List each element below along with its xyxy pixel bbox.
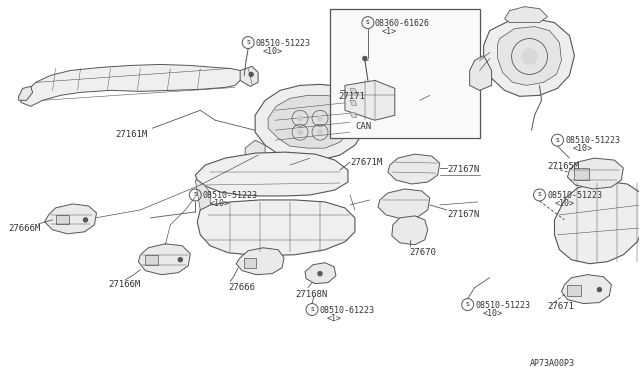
Text: 27171: 27171 [338,92,365,101]
Polygon shape [484,19,575,96]
Text: 08510-61223: 08510-61223 [320,305,375,315]
Polygon shape [245,140,265,165]
Text: <10>: <10> [262,46,282,55]
Polygon shape [498,26,561,86]
Text: 08510-51223: 08510-51223 [476,301,531,310]
Text: S: S [556,138,559,143]
Polygon shape [19,86,33,100]
Polygon shape [350,112,357,117]
Text: 08510-51223: 08510-51223 [566,136,620,145]
Polygon shape [305,263,336,283]
Bar [330,9,479,138]
Text: <10>: <10> [572,144,593,153]
Polygon shape [195,180,210,210]
Polygon shape [504,7,547,23]
Text: 27161M: 27161M [115,130,148,139]
Polygon shape [145,255,158,265]
Text: S: S [466,302,470,307]
Polygon shape [197,200,355,256]
Polygon shape [568,285,581,296]
Circle shape [297,129,303,135]
Text: <10>: <10> [483,308,502,318]
Circle shape [363,57,367,61]
Polygon shape [56,215,68,224]
Text: 27168N: 27168N [295,290,327,299]
Text: 27670: 27670 [410,248,436,257]
Circle shape [317,129,323,135]
Circle shape [522,48,538,64]
Circle shape [179,258,182,262]
Text: 27671M: 27671M [350,158,382,167]
Text: AP73A00P3: AP73A00P3 [529,359,575,368]
Text: 27666M: 27666M [9,224,41,233]
Text: <1>: <1> [382,26,397,36]
Text: 08510-51223: 08510-51223 [202,191,257,200]
Polygon shape [240,67,258,86]
Polygon shape [350,89,357,93]
Text: <1>: <1> [327,314,342,323]
Polygon shape [470,55,492,90]
Text: 27666: 27666 [228,283,255,292]
Polygon shape [388,154,440,184]
Circle shape [297,115,303,121]
Polygon shape [138,244,190,275]
Polygon shape [345,80,395,120]
Text: <10>: <10> [554,199,575,208]
Text: S: S [366,20,370,25]
Text: 27671: 27671 [547,302,574,311]
Text: CAN: CAN [355,122,371,131]
Polygon shape [268,95,352,148]
Text: 27165M: 27165M [547,162,580,171]
Text: <10>: <10> [209,199,229,208]
Polygon shape [561,275,611,304]
Text: 08360-61626: 08360-61626 [375,19,430,28]
Polygon shape [575,168,589,180]
Polygon shape [378,189,430,219]
Text: S: S [310,307,314,312]
Text: 08510-51223: 08510-51223 [255,39,310,48]
Text: S: S [193,192,197,198]
Polygon shape [554,182,640,264]
Polygon shape [350,100,357,105]
Polygon shape [255,84,368,160]
Polygon shape [45,204,97,234]
Circle shape [318,272,322,276]
Polygon shape [236,248,284,275]
Text: 27167N: 27167N [448,165,480,174]
Polygon shape [244,258,256,268]
Text: S: S [246,40,250,45]
Polygon shape [195,152,348,196]
Circle shape [249,73,253,76]
Text: 08510-51223: 08510-51223 [547,191,602,200]
Polygon shape [568,158,623,189]
Circle shape [317,115,323,121]
Polygon shape [392,216,428,245]
Polygon shape [20,64,245,106]
Text: 27166M: 27166M [108,280,141,289]
Text: S: S [538,192,541,198]
Circle shape [83,218,88,222]
Circle shape [597,288,602,292]
Text: 27167N: 27167N [448,210,480,219]
